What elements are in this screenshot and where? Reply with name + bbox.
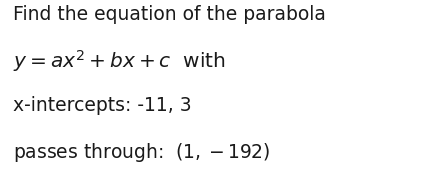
Text: passes through:  $\left(1,-192\right)$: passes through: $\left(1,-192\right)$	[13, 141, 270, 164]
Text: x-intercepts: -11, 3: x-intercepts: -11, 3	[13, 96, 191, 115]
Text: $y = ax^2 + bx + c$  with: $y = ax^2 + bx + c$ with	[13, 48, 225, 74]
Text: Find the equation of the parabola: Find the equation of the parabola	[13, 5, 325, 24]
